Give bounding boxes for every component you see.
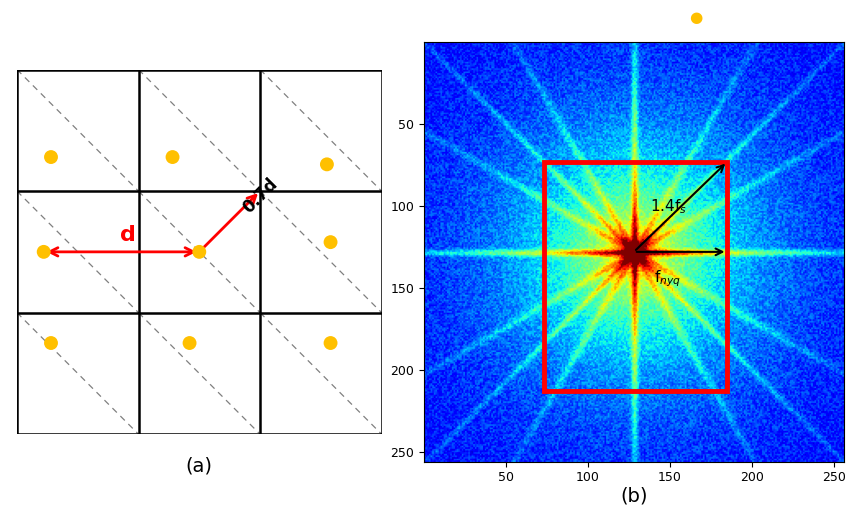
Text: d: d [120,225,136,245]
Point [192,248,206,256]
Point [324,238,338,246]
Text: (a): (a) [186,456,213,475]
Point [183,339,197,347]
Text: (b): (b) [620,487,648,506]
Point [44,339,58,347]
Point [44,153,58,161]
Point [165,153,179,161]
Point [37,248,51,256]
Point [320,160,333,169]
Text: 1.4f$_s$: 1.4f$_s$ [650,197,688,216]
Text: ●: ● [689,10,702,26]
Bar [544,162,728,391]
Text: 0.7d: 0.7d [239,175,282,216]
Text: f$_{nyq}$: f$_{nyq}$ [654,268,680,289]
Point [324,339,338,347]
